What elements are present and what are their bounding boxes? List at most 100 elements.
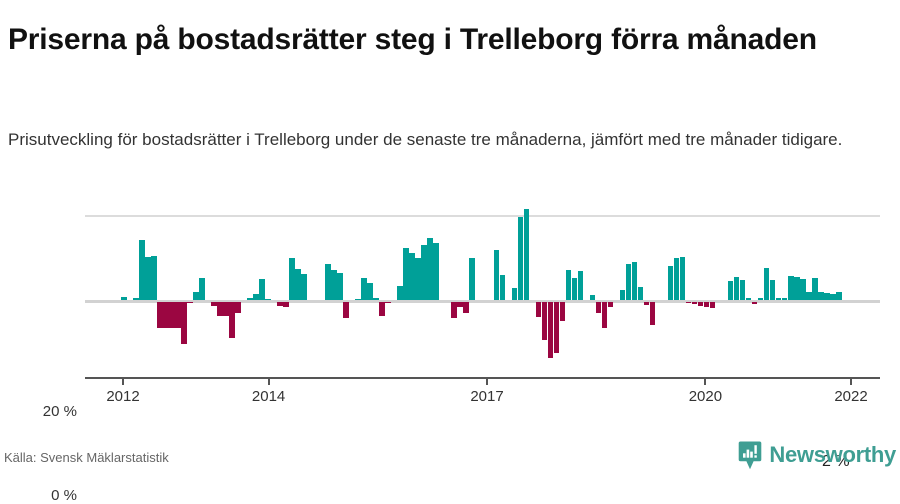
bar xyxy=(703,302,710,308)
bar xyxy=(769,280,776,300)
infographic-page: Priserna på bostadsrätter steg i Trelleb… xyxy=(4,23,897,504)
bar xyxy=(817,291,824,300)
bar xyxy=(181,302,187,345)
bar xyxy=(793,277,800,300)
bar xyxy=(673,257,680,300)
bar xyxy=(247,297,253,300)
bar xyxy=(643,302,650,306)
bar xyxy=(211,302,217,307)
bar xyxy=(499,274,506,300)
bar xyxy=(835,291,842,300)
bar xyxy=(163,302,169,328)
x-axis-tick-label-2014: 2014 xyxy=(251,388,286,405)
bar xyxy=(469,258,476,300)
bar xyxy=(277,302,283,307)
bar xyxy=(121,296,127,300)
bar xyxy=(295,269,301,300)
x-axis-tick-2022 xyxy=(850,379,852,385)
bar xyxy=(523,208,530,300)
bar xyxy=(385,302,391,303)
bar xyxy=(781,298,788,300)
bar xyxy=(463,302,470,314)
y-axis-tick-label-20: 20 % xyxy=(42,403,77,420)
bar xyxy=(679,257,686,300)
bar xyxy=(559,302,566,321)
bar xyxy=(691,302,698,304)
bar xyxy=(169,302,175,328)
bar xyxy=(145,256,151,300)
bar xyxy=(685,302,692,303)
plot-area xyxy=(85,195,880,378)
bar xyxy=(535,302,542,318)
bar xyxy=(367,282,373,300)
bar xyxy=(421,244,427,300)
bar xyxy=(301,273,307,300)
bar xyxy=(757,297,764,300)
bar xyxy=(283,302,289,307)
bar xyxy=(373,297,379,300)
bar xyxy=(415,257,421,300)
bar xyxy=(577,271,584,300)
bar xyxy=(265,299,271,300)
bar xyxy=(427,238,433,300)
page-subtitle: Prisutveckling för bostadsrätter i Trell… xyxy=(8,130,843,149)
bar xyxy=(217,302,223,317)
bar xyxy=(637,287,644,300)
bar xyxy=(517,216,524,300)
bar xyxy=(787,276,794,300)
bar xyxy=(805,291,812,300)
bar xyxy=(139,240,145,300)
bar xyxy=(751,302,758,304)
bar xyxy=(799,278,806,300)
bar xyxy=(823,293,830,300)
bar xyxy=(625,263,632,300)
bar xyxy=(151,255,157,300)
bar xyxy=(133,298,139,300)
bar xyxy=(829,293,836,300)
newsworthy-wordmark: Newsworthy xyxy=(769,442,896,467)
bar xyxy=(571,277,578,300)
bar xyxy=(493,249,500,300)
bar xyxy=(775,298,782,300)
page-title: Priserna på bostadsrätter steg i Trelleb… xyxy=(8,23,817,57)
bar xyxy=(541,302,548,341)
x-axis-tick-label-2012: 2012 xyxy=(106,388,140,405)
bar xyxy=(547,302,554,359)
bar xyxy=(607,302,614,308)
bar xyxy=(601,302,608,329)
bar xyxy=(763,268,770,300)
bar xyxy=(727,280,734,300)
bar xyxy=(157,302,163,328)
x-axis-tick-label-2022: 2022 xyxy=(834,388,868,405)
gridline-0 xyxy=(85,300,880,303)
bar xyxy=(331,270,337,300)
bar xyxy=(553,302,560,353)
bar xyxy=(451,302,458,319)
bar xyxy=(697,302,704,307)
y-axis-tick-label-0: 0 % xyxy=(51,487,77,504)
bar xyxy=(619,290,626,300)
x-axis-tick-2020 xyxy=(704,379,707,385)
bar xyxy=(289,257,295,300)
newsworthy-logo: Newsworthy xyxy=(738,440,896,470)
bar xyxy=(379,302,385,317)
newsworthy-bar-chart-pin-icon xyxy=(738,441,762,470)
x-axis-tick-label-2017: 2017 xyxy=(470,388,504,405)
x-axis-tick-2012 xyxy=(122,379,124,385)
bar xyxy=(511,288,518,300)
bar xyxy=(733,277,740,300)
bar xyxy=(229,302,235,339)
bar xyxy=(325,264,331,300)
bar xyxy=(223,302,229,316)
bar xyxy=(355,299,361,300)
bar xyxy=(739,279,746,300)
bar xyxy=(649,302,656,325)
bar xyxy=(595,302,602,313)
bar xyxy=(457,302,464,307)
bar xyxy=(235,302,241,314)
bar xyxy=(199,277,205,300)
bar xyxy=(259,278,265,300)
bar xyxy=(709,302,716,308)
x-axis-line xyxy=(85,377,880,379)
bar xyxy=(433,243,439,300)
